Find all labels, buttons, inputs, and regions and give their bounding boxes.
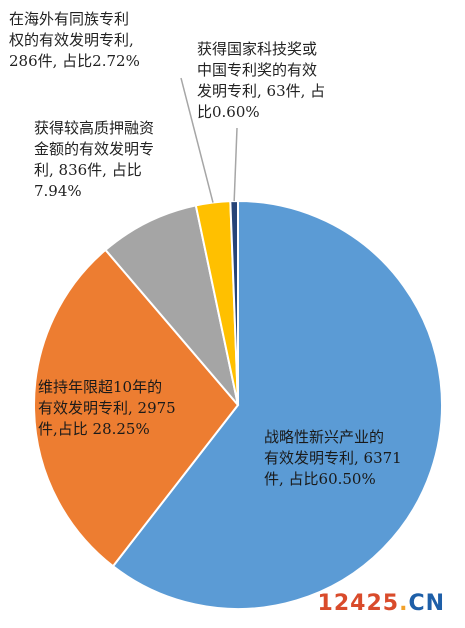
slice-label-overseas-family: 在海外有同族专利 权的有效发明专利, 286件, 占比2.72% <box>9 10 140 70</box>
watermark-number: 12425 <box>317 591 400 616</box>
watermark-domain: CN <box>408 591 445 616</box>
slice-label-maintained-10-years: 维持年限超10年的 有效发明专利, 2975 件,占比 28.25% <box>38 378 176 438</box>
slice-strategic-emerging <box>111 199 443 610</box>
slice-label-strategic-emerging: 战略性新兴产业的 有效发明专利, 6371 件, 占比60.50% <box>264 428 402 488</box>
slice-pledge-financing <box>104 204 239 406</box>
watermark-dot: . <box>399 591 409 616</box>
slice-maintained-10-years <box>33 248 240 568</box>
slice-label-pledge-financing: 获得较高质押融资 金额的有效发明专 利, 836件, 占比 7.94% <box>34 119 155 200</box>
leader-line-overseas-family <box>180 77 214 203</box>
site-watermark: 12425.CN <box>318 591 445 616</box>
leader-line-national-award <box>233 127 238 202</box>
slice-label-national-award: 获得国家科技奖或 中国专利奖的有效 发明专利, 63件, 占 比0.60% <box>197 40 326 121</box>
